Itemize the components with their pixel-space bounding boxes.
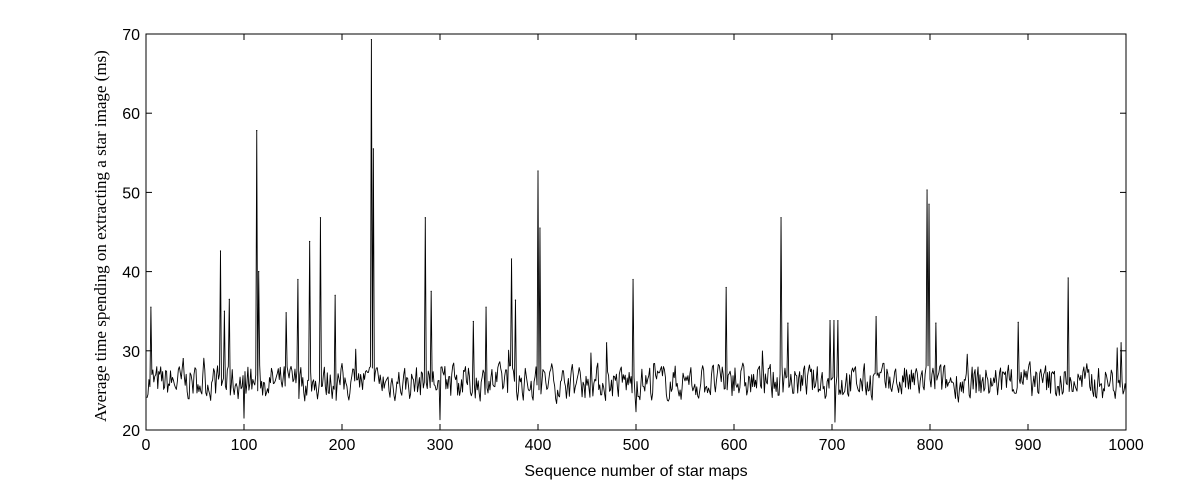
peak-point	[1067, 277, 1069, 279]
peak-point	[297, 278, 299, 281]
peak-point	[928, 203, 930, 205]
peak-point	[424, 217, 426, 219]
peak-point	[309, 240, 311, 243]
peak-point	[833, 320, 835, 322]
peak-point	[256, 130, 258, 132]
peak-point	[829, 320, 831, 322]
peak-point	[485, 306, 487, 308]
peak-point	[926, 189, 928, 191]
y-tick-label: 30	[122, 344, 140, 361]
peak-point	[875, 316, 877, 318]
peak-point	[787, 322, 789, 324]
x-tick-label: 600	[721, 437, 748, 454]
x-tick-label: 900	[1015, 437, 1042, 454]
x-tick-label: 800	[917, 437, 944, 454]
plot-area: 0 100 200 300 400 500 600 700 800 900 1000 20 30 40 50…	[122, 27, 1144, 454]
peak-point	[258, 271, 260, 273]
y-tick-label: 20	[122, 423, 140, 440]
y-axis-title: Average time spending on extracting a st…	[91, 50, 110, 422]
x-tick-label: 100	[231, 437, 258, 454]
peak-point	[370, 38, 372, 41]
peak-point	[539, 227, 541, 229]
peak-point	[285, 312, 287, 314]
peak-point	[430, 290, 432, 292]
peak-point	[319, 217, 322, 219]
peak-point	[935, 322, 937, 324]
plot-frame	[145, 33, 1127, 431]
y-tick-label: 50	[122, 185, 140, 202]
x-tick-label: 200	[329, 437, 356, 454]
peak-point	[182, 358, 184, 360]
peak-point	[219, 250, 222, 252]
peak-point	[334, 294, 336, 296]
peak-point	[1120, 342, 1122, 344]
x-tick-label: 500	[623, 437, 650, 454]
x-tick-label: 0	[142, 437, 151, 454]
y-tick-label: 60	[122, 106, 140, 123]
x-tick-label: 300	[427, 437, 454, 454]
peak-point	[514, 299, 517, 301]
peak-point	[725, 286, 727, 289]
x-tick-label: 1000	[1108, 437, 1144, 454]
peak-point	[510, 258, 513, 260]
series-line	[146, 39, 1127, 423]
peak-point	[837, 320, 839, 322]
peak-point	[228, 298, 230, 300]
x-tick-label: 400	[525, 437, 552, 454]
peak-point	[537, 170, 539, 172]
peak-point	[372, 148, 374, 150]
y-tick-label: 70	[122, 27, 140, 44]
peak-point	[606, 342, 608, 344]
peak-point	[150, 306, 152, 308]
y-tick-label: 40	[122, 265, 140, 282]
peak-point	[780, 217, 782, 219]
peak-point	[1017, 321, 1019, 323]
peak-point	[632, 278, 634, 281]
x-tick-label: 700	[819, 437, 846, 454]
peak-point	[472, 320, 474, 323]
x-axis-title: Sequence number of star maps	[524, 463, 747, 480]
peak-point	[223, 310, 225, 312]
